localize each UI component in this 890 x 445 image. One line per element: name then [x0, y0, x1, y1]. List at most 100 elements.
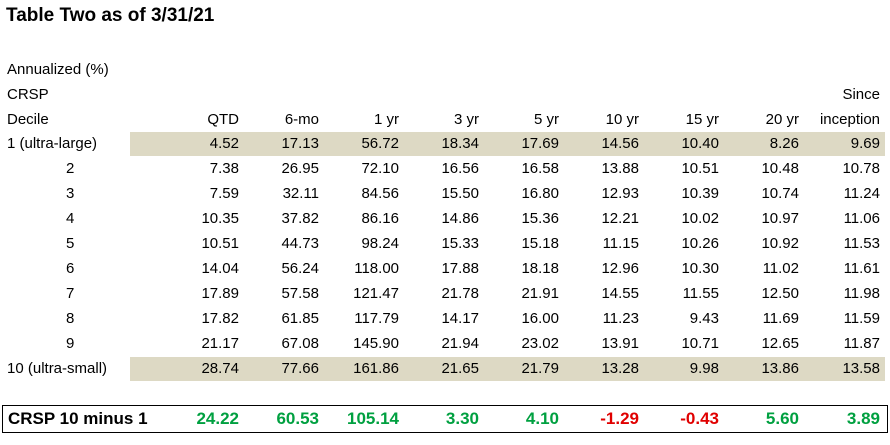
cell: 12.21: [601, 210, 639, 227]
summary-cell: 24.22: [196, 409, 239, 428]
row-label: 5: [66, 235, 75, 252]
summary-cell: 105.14: [347, 409, 399, 428]
cell: 11.59: [843, 310, 880, 327]
row-label: 7: [66, 285, 75, 302]
cell: 32.11: [282, 185, 319, 202]
cell: 10.30: [681, 260, 719, 277]
cell: 16.56: [441, 160, 479, 177]
cell: 44.73: [281, 235, 319, 252]
cell: 11.87: [843, 335, 880, 352]
cell: 14.56: [601, 135, 639, 152]
cell: 10.74: [761, 185, 799, 202]
column-header: 20 yr: [765, 111, 799, 128]
cell: 11.61: [843, 260, 880, 277]
cell: 77.66: [281, 360, 319, 377]
cell: 117.79: [354, 310, 399, 327]
cell: 61.85: [281, 310, 319, 327]
cell: 11.98: [843, 285, 880, 302]
cell: 13.91: [601, 335, 639, 352]
cell: 7.38: [209, 160, 239, 177]
cell: 13.86: [761, 360, 799, 377]
cell: 17.13: [281, 135, 319, 152]
row-shade: [130, 132, 885, 156]
header-line: Annualized (%): [7, 61, 109, 78]
cell: 86.16: [361, 210, 399, 227]
cell: 121.47: [353, 285, 399, 302]
cell: 11.24: [843, 185, 880, 202]
column-header: 3 yr: [453, 111, 479, 128]
cell: 15.36: [521, 210, 559, 227]
cell: 10.97: [761, 210, 799, 227]
column-header: 6-mo: [284, 111, 319, 128]
summary-cell: 4.10: [525, 409, 559, 428]
cell: 56.24: [281, 260, 319, 277]
summary-cell: 5.60: [765, 409, 799, 428]
cell: 56.72: [361, 135, 399, 152]
title: Table Two as of 3/31/21: [6, 5, 215, 26]
cell: 9.98: [689, 360, 719, 377]
cell: 21.79: [521, 360, 559, 377]
cell: 98.24: [361, 235, 399, 252]
cell: 8.26: [769, 135, 799, 152]
cell: 10.78: [842, 160, 880, 177]
cell: 10.92: [761, 235, 799, 252]
cell: 7.59: [209, 185, 239, 202]
cell: 15.50: [441, 185, 479, 202]
summary-label: CRSP 10 minus 1: [8, 409, 148, 428]
cell: 10.51: [681, 160, 719, 177]
header-line: CRSP: [7, 86, 49, 103]
cell: 21.17: [201, 335, 239, 352]
cell: 18.18: [521, 260, 559, 277]
cell: 10.39: [681, 185, 719, 202]
column-header: 5 yr: [533, 111, 559, 128]
cell: 11.02: [762, 260, 799, 277]
row-label: 4: [66, 210, 75, 227]
cell: 14.04: [201, 260, 239, 277]
row-label: 10 (ultra-small): [7, 360, 108, 377]
cell: 21.78: [441, 285, 479, 302]
cell: 26.95: [281, 160, 319, 177]
cell: 17.88: [441, 260, 479, 277]
cell: 10.51: [201, 235, 239, 252]
column-header: 1 yr: [373, 111, 399, 128]
cell: 57.58: [281, 285, 319, 302]
row-label: 1 (ultra-large): [7, 135, 98, 152]
cell: 17.82: [201, 310, 239, 327]
row-label: 9: [66, 335, 75, 352]
cell: 16.00: [521, 310, 559, 327]
cell: 13.88: [601, 160, 639, 177]
cell: 145.90: [353, 335, 399, 352]
summary-cell: -1.29: [600, 409, 639, 428]
row-label: 3: [66, 185, 75, 202]
column-header: Since inception: [819, 86, 880, 128]
cell: 16.80: [521, 185, 559, 202]
cell: 12.96: [601, 260, 639, 277]
cell: 10.35: [201, 210, 239, 227]
cell: 37.82: [281, 210, 319, 227]
cell: 18.34: [441, 135, 479, 152]
cell: 14.17: [441, 310, 479, 327]
cell: 14.86: [441, 210, 479, 227]
cell: 12.93: [601, 185, 639, 202]
cell: 10.26: [681, 235, 719, 252]
column-header: 15 yr: [685, 111, 719, 128]
cell: 11.23: [602, 310, 639, 327]
row-shade: [130, 357, 885, 381]
cell: 9.43: [689, 310, 719, 327]
summary-cell: 3.89: [846, 409, 880, 428]
cell: 10.40: [681, 135, 719, 152]
cell: 11.53: [843, 235, 880, 252]
header-line: Decile: [7, 111, 49, 128]
cell: 12.50: [761, 285, 799, 302]
cell: 16.58: [521, 160, 559, 177]
cell: 10.71: [681, 335, 719, 352]
cell: 10.02: [681, 210, 719, 227]
cell: 21.91: [521, 285, 559, 302]
column-header: QTD: [207, 111, 239, 128]
cell: 21.94: [441, 335, 479, 352]
cell: 11.06: [843, 210, 880, 227]
row-label: 6: [66, 260, 75, 277]
summary-cell: -0.43: [680, 409, 719, 428]
cell: 17.69: [521, 135, 559, 152]
